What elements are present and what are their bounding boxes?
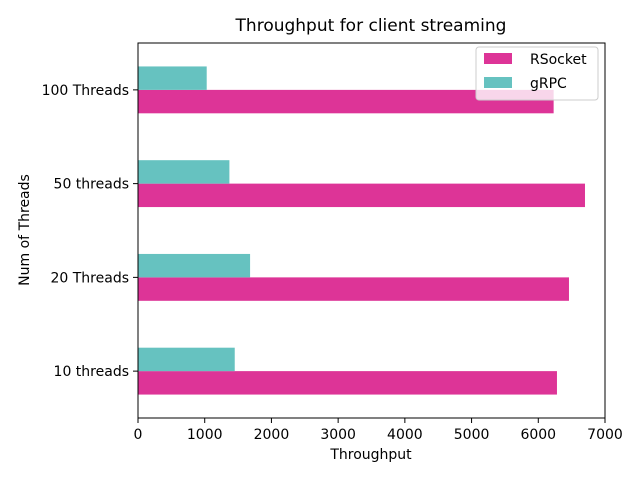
bar-grpc-0 bbox=[138, 347, 235, 372]
bar-rsocket-3 bbox=[138, 89, 554, 114]
y-tick-label-0: 10 threads bbox=[54, 364, 129, 380]
x-tick-label-2: 2000 bbox=[254, 427, 290, 443]
y-tick-label-3: 100 Threads bbox=[42, 83, 129, 99]
bar-rsocket-2 bbox=[138, 183, 585, 208]
legend-swatch-grpc bbox=[484, 77, 512, 88]
legend: RSocket gRPC bbox=[475, 46, 599, 101]
bar-grpc-3 bbox=[138, 66, 207, 90]
legend-swatch-rsocket bbox=[484, 53, 512, 64]
x-tick-label-4: 4000 bbox=[387, 427, 423, 443]
x-tick-label-6: 6000 bbox=[520, 427, 556, 443]
x-tick-label-7: 7000 bbox=[587, 427, 623, 443]
bar-grpc-1 bbox=[138, 253, 251, 278]
chart-title: Throughput for client streaming bbox=[235, 16, 507, 36]
x-tick-label-1: 1000 bbox=[187, 427, 223, 443]
y-axis-label: Num of Threads bbox=[17, 174, 33, 286]
legend-label-rsocket: RSocket bbox=[530, 52, 587, 68]
bar-rsocket-0 bbox=[138, 371, 557, 395]
y-axis: 10 threads 20 Threads 50 threads 100 Thread… bbox=[42, 83, 138, 380]
plot-frame bbox=[137, 42, 606, 419]
x-axis-label: Throughput bbox=[329, 447, 412, 463]
bar-rsocket-1 bbox=[138, 277, 569, 301]
x-tick-label-5: 5000 bbox=[454, 427, 490, 443]
y-tick-label-2: 50 threads bbox=[54, 177, 129, 193]
bar-grpc-2 bbox=[138, 160, 230, 184]
x-axis: 0 1000 2000 3000 4000 5000 6000 7000 bbox=[134, 418, 623, 443]
x-tick-label-3: 3000 bbox=[320, 427, 356, 443]
x-tick-label-0: 0 bbox=[134, 427, 143, 443]
y-tick-label-1: 20 Threads bbox=[50, 270, 129, 286]
legend-label-grpc: gRPC bbox=[530, 76, 567, 92]
bars-group bbox=[138, 66, 585, 395]
